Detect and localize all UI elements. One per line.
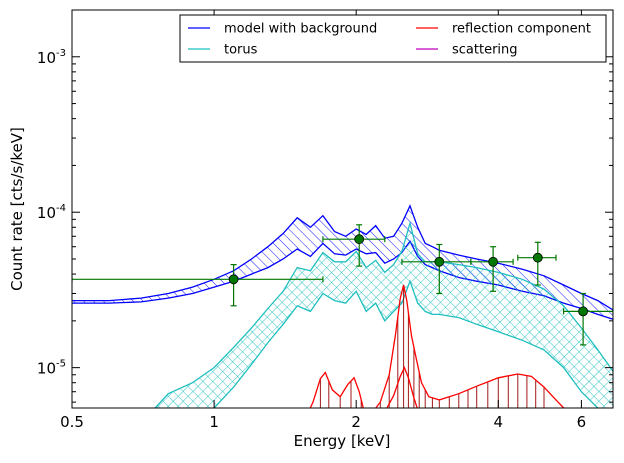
x-axis-label: Energy [keV] <box>294 432 391 450</box>
x-tick-label: 0.5 <box>60 413 84 431</box>
x-tick-label: 1 <box>209 413 219 431</box>
legend-label: torus <box>224 43 258 58</box>
x-tick-label: 6 <box>577 413 587 431</box>
torus-band-upper <box>154 220 613 408</box>
data-point-marker <box>532 252 543 263</box>
data-point <box>517 241 557 286</box>
plot-area <box>72 204 613 408</box>
data-point <box>470 246 514 292</box>
data-point-marker <box>354 234 365 245</box>
data-point <box>562 292 613 346</box>
data-point-marker <box>228 274 239 285</box>
y-tick-label: 10-3 <box>37 48 66 67</box>
reflection-component-line <box>309 284 565 408</box>
x-tick-label: 2 <box>351 413 361 431</box>
data-point <box>72 264 324 307</box>
legend: model with background torus reflection com… <box>179 14 607 63</box>
axes: 10-5 10-4 10-3 0.5 1 2 4 6 <box>37 9 614 431</box>
torus-band-lower <box>213 279 599 408</box>
torus-band-fill <box>155 223 613 408</box>
legend-label: scattering <box>452 43 518 58</box>
legend-box <box>179 14 607 63</box>
data-point <box>322 224 386 267</box>
y-tick-label: 10-4 <box>37 203 66 222</box>
reflection-component-line <box>386 365 418 408</box>
data-point-marker <box>488 256 499 267</box>
model-with-background-band-upper <box>72 204 613 311</box>
y-axis-label: Count rate [cts/s/keV] <box>8 127 26 291</box>
legend-label: model with background <box>224 22 377 37</box>
y-tick-label: 10-5 <box>37 359 66 378</box>
data-point-marker <box>578 306 588 317</box>
legend-label: reflection component <box>452 22 591 37</box>
axes-frame <box>71 9 614 409</box>
data-point-marker <box>434 256 445 267</box>
x-tick-label: 4 <box>494 413 504 431</box>
data-point <box>401 243 472 295</box>
